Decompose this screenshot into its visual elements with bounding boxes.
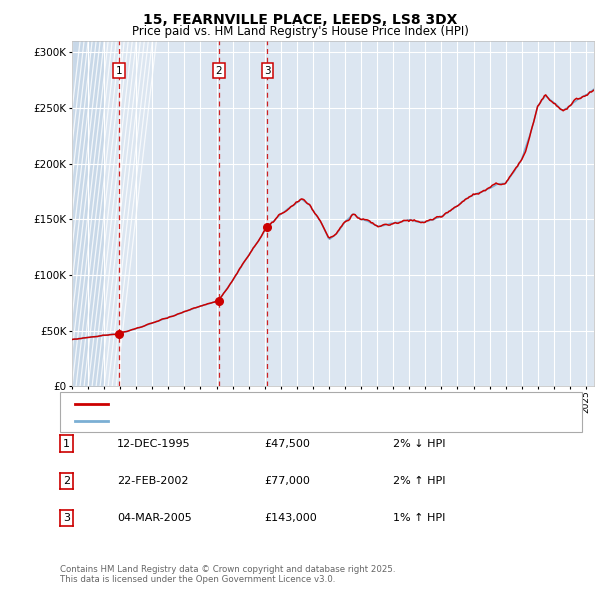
Text: 1% ↑ HPI: 1% ↑ HPI — [393, 513, 445, 523]
Text: 15, FEARNVILLE PLACE, LEEDS, LS8 3DX (semi-detached house): 15, FEARNVILLE PLACE, LEEDS, LS8 3DX (se… — [115, 399, 434, 409]
Text: 22-FEB-2002: 22-FEB-2002 — [117, 476, 188, 486]
Text: 1: 1 — [63, 439, 70, 448]
Text: 2% ↑ HPI: 2% ↑ HPI — [393, 476, 445, 486]
Text: 04-MAR-2005: 04-MAR-2005 — [117, 513, 192, 523]
Text: Contains HM Land Registry data © Crown copyright and database right 2025.
This d: Contains HM Land Registry data © Crown c… — [60, 565, 395, 584]
Text: 12-DEC-1995: 12-DEC-1995 — [117, 439, 191, 448]
Text: 2: 2 — [63, 476, 70, 486]
Text: £47,500: £47,500 — [264, 439, 310, 448]
Text: £143,000: £143,000 — [264, 513, 317, 523]
Text: 3: 3 — [63, 513, 70, 523]
Text: 3: 3 — [264, 65, 271, 76]
Text: £77,000: £77,000 — [264, 476, 310, 486]
Text: 15, FEARNVILLE PLACE, LEEDS, LS8 3DX: 15, FEARNVILLE PLACE, LEEDS, LS8 3DX — [143, 13, 457, 27]
Text: Price paid vs. HM Land Registry's House Price Index (HPI): Price paid vs. HM Land Registry's House … — [131, 25, 469, 38]
Text: HPI: Average price, semi-detached house, Leeds: HPI: Average price, semi-detached house,… — [115, 415, 356, 425]
Text: 2: 2 — [215, 65, 222, 76]
Text: 1: 1 — [116, 65, 122, 76]
Text: 2% ↓ HPI: 2% ↓ HPI — [393, 439, 445, 448]
